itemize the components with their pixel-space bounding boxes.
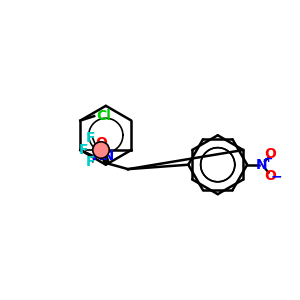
Circle shape — [93, 142, 109, 158]
Text: F: F — [86, 155, 95, 169]
Text: −: − — [271, 169, 282, 184]
Text: HN: HN — [92, 149, 116, 163]
Text: +: + — [264, 154, 273, 164]
Text: F: F — [79, 143, 89, 157]
Text: O: O — [96, 136, 107, 150]
Text: Cl: Cl — [97, 109, 111, 123]
Text: N: N — [256, 158, 268, 172]
Text: O: O — [264, 169, 276, 184]
Text: F: F — [86, 131, 95, 145]
Text: O: O — [264, 147, 276, 161]
